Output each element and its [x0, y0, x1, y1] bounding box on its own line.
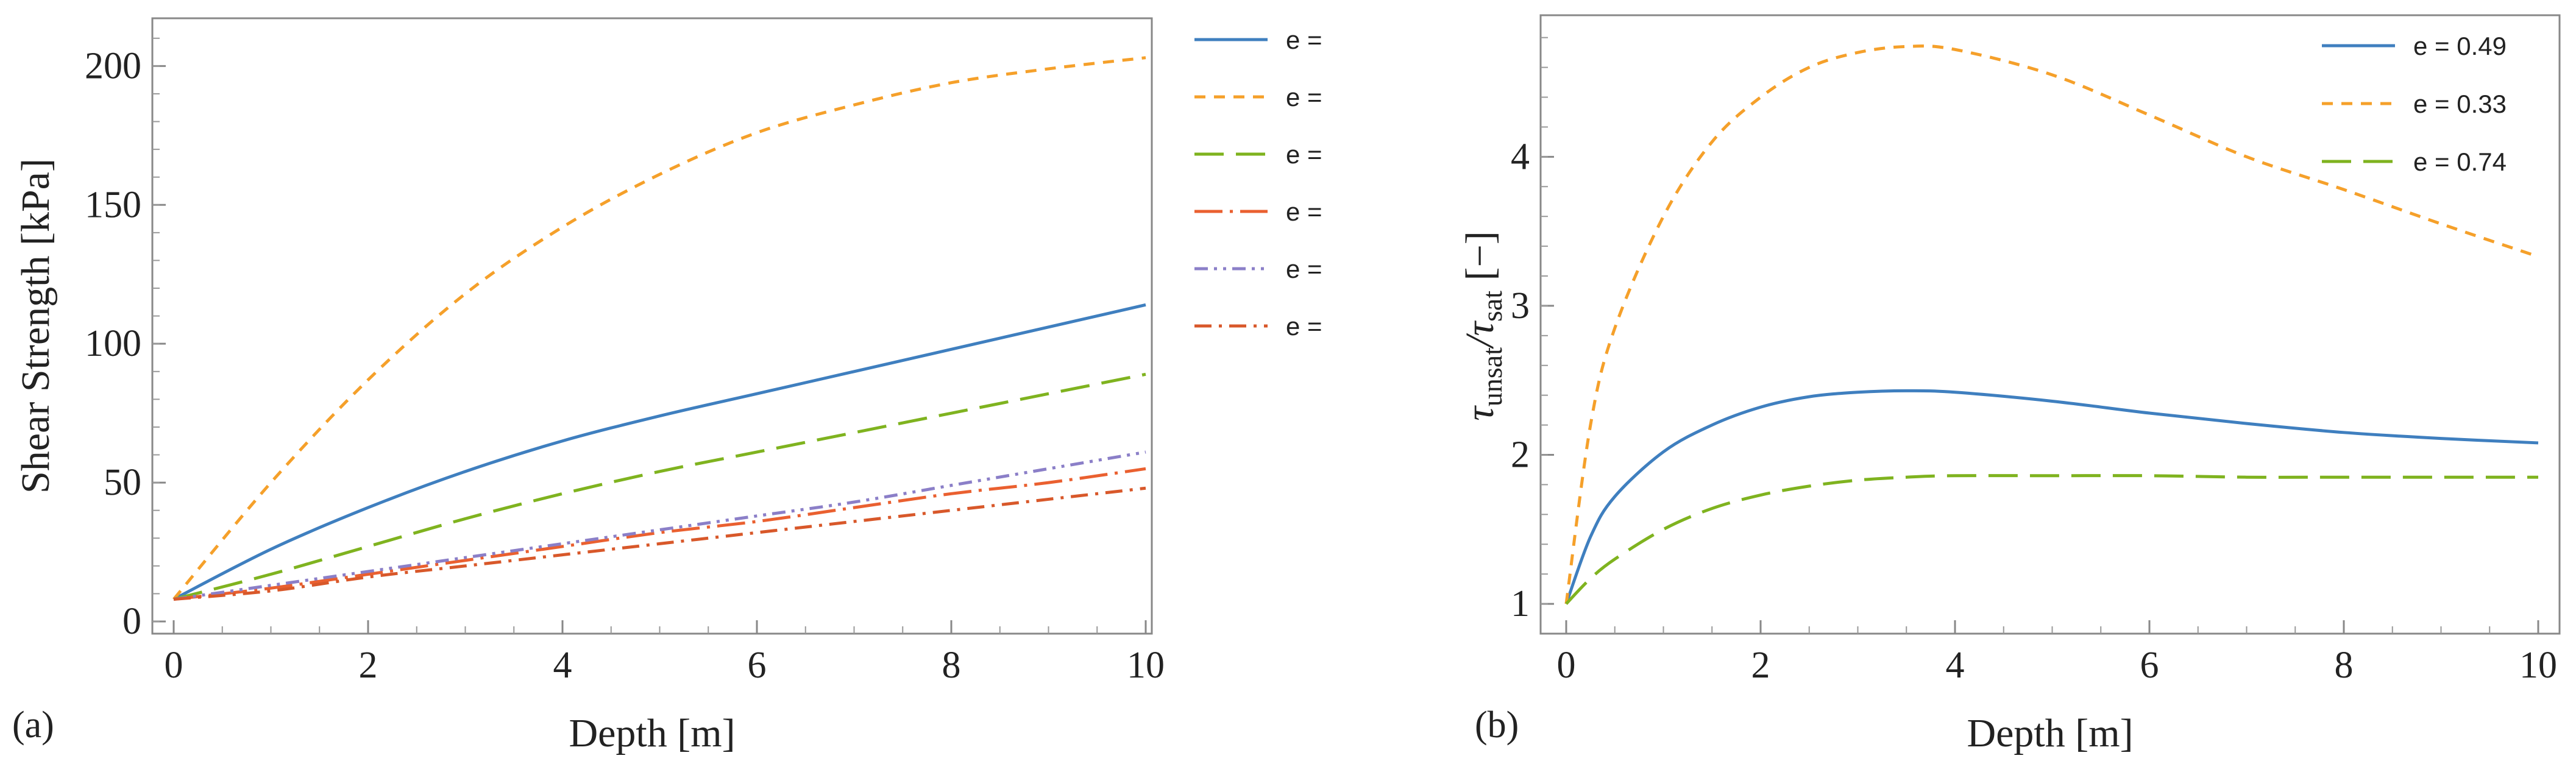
plot-frame-a [151, 17, 1153, 635]
y-tick-label: 3 [1511, 285, 1530, 327]
series-line-5 [173, 450, 1146, 601]
y-axis-label-b: τunsat/τsat [−] [1458, 231, 1508, 421]
y-tick-label: 2 [1511, 434, 1530, 476]
series-line-2 [172, 56, 1146, 601]
legend-label: e = [1286, 140, 1322, 169]
y-tick-label: 1 [1511, 583, 1530, 625]
x-tick-label: 4 [1946, 645, 1965, 686]
y-tick-label: 0 [122, 601, 141, 642]
x-tick-label: 6 [748, 645, 767, 686]
legend-label: e = 0.49 [2413, 32, 2507, 60]
y-tick-label: 50 [104, 462, 141, 503]
y-tick-label: 200 [85, 45, 141, 87]
x-tick-label: 10 [2519, 645, 2557, 686]
x-tick-label: 2 [1751, 645, 1770, 686]
series-line-2 [1564, 44, 2539, 604]
y-label-slash-tau: /τ [1458, 320, 1502, 350]
series-line-4 [173, 467, 1146, 601]
series-line-6 [173, 486, 1146, 601]
x-tick-label: 0 [1557, 645, 1576, 686]
legend-label: e = [1286, 83, 1322, 111]
x-tick-label: 10 [1127, 645, 1165, 686]
x-axis-label-a: Depth [m] [569, 711, 735, 756]
legend-label: e = [1286, 197, 1322, 226]
panel-label-b: (b) [1475, 704, 1519, 746]
y-label-sub-unsat: unsat [1477, 347, 1508, 406]
x-tick-label: 0 [165, 645, 183, 686]
x-tick-label: 6 [2140, 645, 2159, 686]
legend-b: e = 0.49 e = 0.33 e = 0.74 [2322, 32, 2507, 176]
series-line-3 [173, 372, 1146, 601]
y-tick-label: 4 [1511, 136, 1530, 177]
legend-label: e = 0.74 [2413, 147, 2507, 176]
y-label-sub-sat: sat [1477, 291, 1508, 322]
y-tick-label: 150 [85, 184, 141, 225]
legend-label: e = [1286, 312, 1322, 341]
legend-label: e = [1286, 255, 1322, 283]
legend-a: e = e = e = e = e = e = [1194, 26, 1322, 341]
y-label-tau: τ [1458, 405, 1502, 421]
y-tick-label: 100 [85, 323, 141, 364]
series-line-1 [1564, 389, 2539, 604]
x-axis-label-b: Depth [m] [1967, 711, 2133, 756]
x-tick-label: 8 [942, 645, 961, 686]
plot-frame-b [1539, 14, 2561, 635]
x-tick-label: 4 [553, 645, 572, 686]
panel-label-a: (a) [12, 704, 54, 746]
legend-label: e = [1286, 26, 1322, 54]
x-tick-label: 8 [2335, 645, 2354, 686]
y-axis-label-a: Shear Strength [kPa] [13, 158, 58, 494]
series-line-1 [172, 303, 1146, 601]
series-line-3 [1565, 474, 2538, 605]
y-label-unit: [−] [1458, 231, 1502, 291]
legend-label: e = 0.33 [2413, 90, 2507, 118]
x-tick-label: 2 [359, 645, 378, 686]
